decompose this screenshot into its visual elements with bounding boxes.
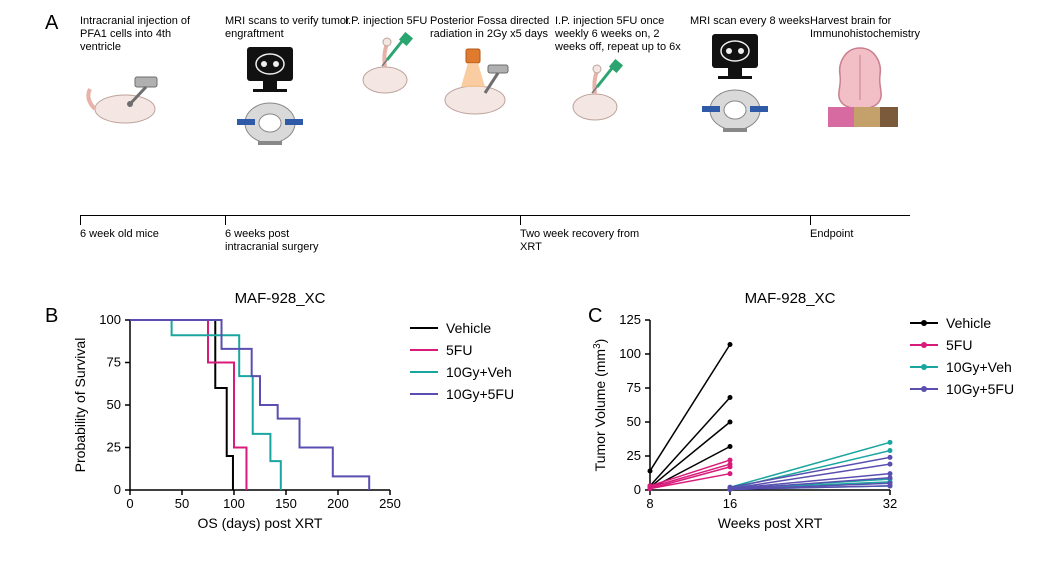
tumor-point (728, 342, 733, 347)
svg-text:8: 8 (646, 496, 653, 511)
tumor-point (648, 486, 653, 491)
tumor-point (648, 468, 653, 473)
legend-item: 10Gy+Veh (910, 359, 1014, 375)
legend-item: 5FU (910, 337, 1014, 353)
tumor-point (728, 487, 733, 492)
legend-item: 10Gy+5FU (910, 381, 1014, 397)
legend-label: Vehicle (946, 315, 991, 331)
tumor-point (728, 471, 733, 476)
legend-swatch (910, 383, 938, 395)
svg-text:16: 16 (723, 496, 737, 511)
svg-text:32: 32 (883, 496, 897, 511)
tumor-point (728, 395, 733, 400)
legend-swatch (910, 339, 938, 351)
tumor-point (888, 483, 893, 488)
svg-text:100: 100 (619, 346, 641, 361)
tumor-point (728, 444, 733, 449)
svg-text:75: 75 (627, 380, 641, 395)
figure: A Intracranial injection of PFA1 cells i… (0, 0, 1050, 565)
tumor-point (888, 475, 893, 480)
legend-swatch (910, 361, 938, 373)
legend-label: 10Gy+5FU (946, 381, 1014, 397)
svg-text:50: 50 (627, 414, 641, 429)
tumor-point (888, 462, 893, 467)
svg-text:125: 125 (619, 312, 641, 327)
svg-text:Weeks post XRT: Weeks post XRT (718, 515, 823, 531)
legend-item: Vehicle (910, 315, 1014, 331)
svg-text:0: 0 (634, 482, 641, 497)
tumor-point (888, 455, 893, 460)
tumor-point (888, 448, 893, 453)
tumor-point (728, 420, 733, 425)
tumor-point (728, 464, 733, 469)
legend-swatch (910, 317, 938, 329)
svg-text:Tumor Volume (mm3): Tumor Volume (mm3) (592, 339, 608, 472)
legend-label: 5FU (946, 337, 972, 353)
tumor-volume-chart: 0 25 50 75 100 125 8 16 32 Tumor Volume (mm3) Week… (0, 0, 1050, 565)
legend-label: 10Gy+Veh (946, 359, 1012, 375)
svg-text:25: 25 (627, 448, 641, 463)
tumor-point (888, 440, 893, 445)
tumor-legend: Vehicle 5FU 10Gy+Veh 10Gy+5FU (910, 315, 1014, 403)
